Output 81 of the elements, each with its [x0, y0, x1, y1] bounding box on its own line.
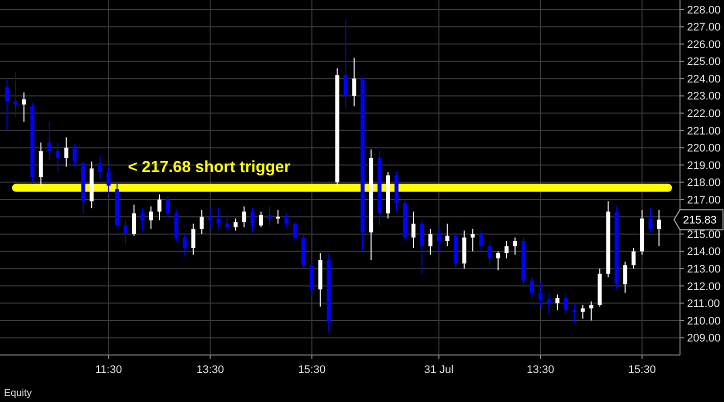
candlestick [657, 209, 661, 247]
candlestick [13, 71, 18, 118]
y-tick-label: 215.00 [687, 228, 721, 241]
candlestick [234, 218, 238, 232]
candlestick [538, 282, 542, 308]
text: 215.83 [683, 214, 717, 227]
candlestick [546, 292, 551, 314]
candlestick [428, 228, 432, 256]
candlestick [632, 247, 636, 270]
candlestick [267, 206, 272, 226]
y-tick-label: 221.00 [687, 125, 721, 138]
candlestick [488, 242, 492, 266]
candlestick [445, 223, 450, 247]
y-tick-label: 214.00 [687, 246, 721, 258]
y-tick-label: 211.00 [687, 298, 720, 310]
candlestick [157, 194, 162, 221]
candlestick [530, 276, 534, 298]
y-tick-label: 227.00 [687, 22, 721, 34]
x-tick-label: 15:30 [628, 364, 656, 376]
candlestick [148, 206, 153, 230]
candlestick [56, 142, 60, 172]
candlestick [250, 208, 255, 233]
candlestick [513, 237, 518, 256]
y-tick-label: 222.00 [687, 108, 721, 120]
candlestick [216, 208, 221, 230]
candlestick [140, 208, 144, 232]
candlestick [589, 300, 594, 321]
y-tick-label: 218.00 [687, 177, 721, 190]
candlestick [191, 223, 196, 256]
y-tick-label: 213.00 [687, 263, 721, 276]
candlestick [352, 57, 356, 107]
candlestick [623, 261, 628, 294]
x-tick-label: 31 Jul [424, 364, 454, 376]
candlestick [72, 144, 77, 168]
candlestick [242, 206, 246, 228]
candlestick [470, 228, 475, 252]
candlestick [436, 226, 441, 252]
x-tick-label: 11:30 [95, 364, 122, 376]
y-tick-label: 225.00 [687, 56, 721, 68]
candlestick [555, 294, 560, 311]
y-tick-label: 220.00 [687, 142, 721, 155]
candlestick [504, 240, 509, 259]
y-tick-label: 212.00 [687, 280, 721, 293]
candlestick [259, 211, 264, 228]
candlestick [5, 78, 9, 131]
y-tick-label: 226.00 [687, 38, 721, 51]
candlestick [420, 220, 424, 274]
candlestick [200, 209, 204, 235]
candlestick [284, 212, 288, 228]
text: Equity [4, 388, 32, 399]
candlestick [580, 304, 585, 320]
ref-line-label: < 217.68 short trigger [128, 158, 290, 176]
y-tick-label: 228.00 [687, 4, 721, 16]
candlestick [572, 302, 576, 324]
candlestick [132, 204, 136, 236]
candlestick [22, 92, 26, 122]
candlestick [225, 214, 230, 232]
candlestick [411, 211, 416, 248]
candlestick [166, 196, 170, 218]
candlestick [47, 121, 52, 160]
candlestick [648, 208, 653, 233]
y-tick-label: 210.00 [687, 315, 721, 328]
candlestick [344, 19, 348, 108]
y-tick-label: 217.00 [687, 194, 721, 206]
candlestick [564, 294, 568, 314]
x-tick-label: 15:30 [298, 364, 326, 376]
x-tick-label: 13:30 [196, 364, 224, 376]
y-tick-label: 209.00 [687, 332, 721, 345]
y-tick-label: 224.00 [687, 73, 721, 86]
candlestick [292, 221, 297, 242]
candlestick [124, 220, 128, 245]
y-tick-label: 223.00 [687, 90, 721, 103]
candlestick [98, 156, 102, 180]
candlestick [64, 136, 68, 168]
candlestick [182, 234, 187, 258]
candlestick [106, 164, 111, 195]
x-tick-label: 13:30 [526, 364, 554, 376]
candlestick [479, 230, 484, 252]
y-tick-label: 219.00 [687, 160, 721, 172]
candlestick [496, 250, 500, 271]
candlestick [208, 208, 212, 230]
